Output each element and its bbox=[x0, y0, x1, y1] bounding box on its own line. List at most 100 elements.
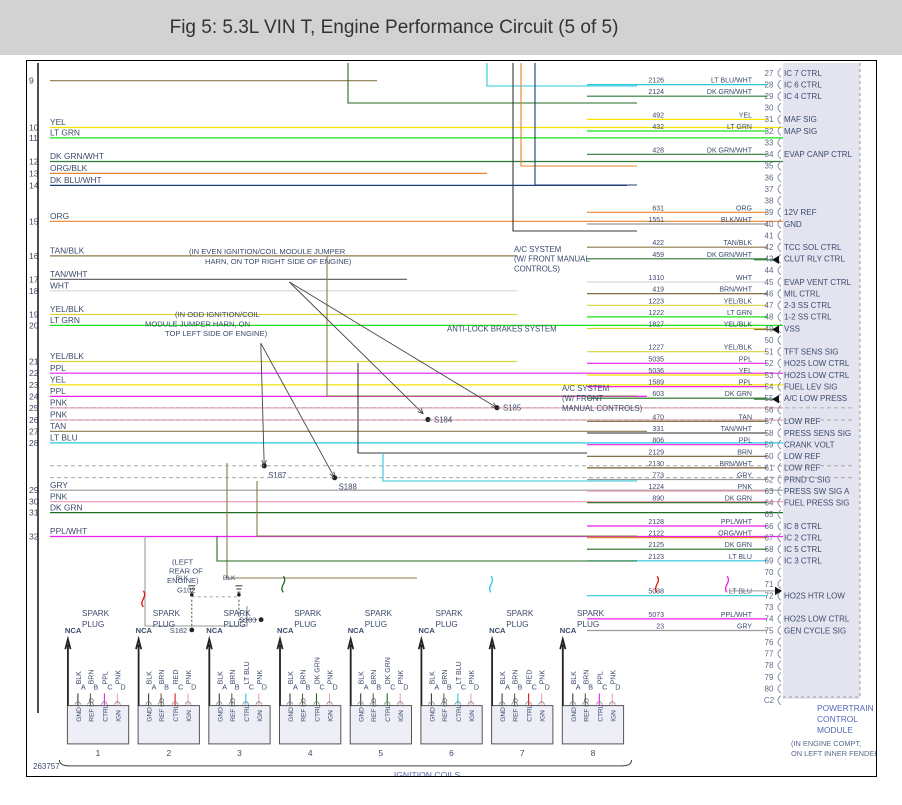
svg-text:YEL: YEL bbox=[739, 368, 752, 375]
svg-text:76: 76 bbox=[765, 638, 774, 647]
svg-text:80: 80 bbox=[765, 684, 774, 693]
svg-text:LOW REF: LOW REF bbox=[784, 452, 821, 461]
svg-text:PLUG: PLUG bbox=[153, 620, 175, 629]
svg-text:4: 4 bbox=[308, 748, 313, 758]
svg-text:TAN/BLK: TAN/BLK bbox=[723, 240, 752, 247]
svg-text:432: 432 bbox=[652, 124, 664, 131]
svg-text:59: 59 bbox=[765, 441, 774, 450]
svg-text:30: 30 bbox=[765, 104, 774, 113]
svg-text:1224: 1224 bbox=[648, 484, 664, 491]
svg-text:GND: GND bbox=[429, 707, 436, 722]
svg-text:RED: RED bbox=[173, 670, 180, 685]
svg-text:78: 78 bbox=[765, 661, 774, 670]
svg-text:2129: 2129 bbox=[648, 449, 664, 456]
svg-text:YEL/BLK: YEL/BLK bbox=[724, 345, 753, 352]
svg-text:BLK: BLK bbox=[500, 671, 507, 685]
svg-text:40: 40 bbox=[765, 220, 774, 229]
svg-text:HARN, ON TOP RIGHT SIDE OF ENG: HARN, ON TOP RIGHT SIDE OF ENGINE) bbox=[205, 257, 352, 266]
svg-text:CTRL: CTRL bbox=[527, 704, 534, 722]
svg-text:BRN: BRN bbox=[442, 670, 449, 685]
svg-text:NCA: NCA bbox=[348, 626, 365, 635]
svg-text:(LEFT: (LEFT bbox=[172, 557, 193, 566]
svg-text:55: 55 bbox=[765, 394, 774, 403]
svg-text:6: 6 bbox=[449, 748, 454, 758]
svg-text:GRY: GRY bbox=[50, 480, 68, 490]
svg-text:5: 5 bbox=[378, 748, 383, 758]
svg-text:5035: 5035 bbox=[648, 356, 664, 363]
svg-text:MIL CTRL: MIL CTRL bbox=[784, 290, 821, 299]
svg-text:773: 773 bbox=[652, 473, 664, 480]
svg-text:38: 38 bbox=[765, 197, 774, 206]
svg-text:DK GRN: DK GRN bbox=[315, 657, 322, 684]
svg-text:TFT SENS SIG: TFT SENS SIG bbox=[784, 348, 839, 357]
svg-text:LT BLU: LT BLU bbox=[456, 661, 463, 684]
svg-text:PPL: PPL bbox=[739, 438, 752, 445]
svg-text:SPARK: SPARK bbox=[224, 609, 252, 618]
svg-text:47: 47 bbox=[765, 301, 774, 310]
svg-text:CTRL: CTRL bbox=[315, 704, 322, 722]
svg-text:PNK: PNK bbox=[50, 398, 68, 408]
svg-text:NCA: NCA bbox=[277, 626, 294, 635]
svg-text:5036: 5036 bbox=[648, 368, 664, 375]
svg-text:1-2 SS CTRL: 1-2 SS CTRL bbox=[784, 313, 832, 322]
svg-text:PLUG: PLUG bbox=[365, 620, 387, 629]
svg-text:DK GRN: DK GRN bbox=[725, 542, 752, 549]
svg-text:PNK: PNK bbox=[398, 670, 405, 685]
svg-text:GND: GND bbox=[288, 707, 295, 722]
svg-text:WHT: WHT bbox=[50, 281, 69, 291]
svg-text:35: 35 bbox=[765, 162, 774, 171]
svg-text:57: 57 bbox=[765, 417, 774, 426]
svg-text:BLK: BLK bbox=[359, 671, 366, 685]
svg-text:BRN: BRN bbox=[371, 670, 378, 685]
svg-text:LOW REF: LOW REF bbox=[784, 464, 821, 473]
svg-text:42: 42 bbox=[765, 243, 774, 252]
svg-text:LT GRN: LT GRN bbox=[727, 124, 752, 131]
svg-text:BLK: BLK bbox=[429, 671, 436, 685]
svg-text:(IN ENGINE COMPT,: (IN ENGINE COMPT, bbox=[791, 739, 861, 748]
svg-text:VSS: VSS bbox=[784, 324, 800, 333]
svg-text:IGNITION COILS: IGNITION COILS bbox=[394, 770, 461, 777]
svg-text:PNK: PNK bbox=[115, 670, 122, 685]
svg-text:9: 9 bbox=[29, 76, 34, 86]
svg-text:BRN/WHT: BRN/WHT bbox=[719, 287, 752, 294]
svg-text:IGN: IGN bbox=[398, 710, 405, 722]
svg-text:ORG: ORG bbox=[736, 205, 752, 212]
svg-text:PNK: PNK bbox=[610, 670, 617, 685]
svg-text:68: 68 bbox=[765, 545, 774, 554]
svg-text:PRND C SIG: PRND C SIG bbox=[784, 475, 831, 484]
svg-text:YEL: YEL bbox=[50, 375, 66, 385]
svg-text:IC 5 CTRL: IC 5 CTRL bbox=[784, 545, 822, 554]
svg-text:53: 53 bbox=[765, 371, 774, 380]
svg-text:LT GRN: LT GRN bbox=[727, 310, 752, 317]
svg-text:32: 32 bbox=[765, 127, 774, 136]
svg-text:YEL: YEL bbox=[739, 112, 752, 119]
svg-text:SPARK: SPARK bbox=[436, 609, 464, 618]
svg-text:BRN: BRN bbox=[583, 670, 590, 685]
svg-text:BRN: BRN bbox=[159, 670, 166, 685]
svg-text:PPL/WHT: PPL/WHT bbox=[721, 519, 753, 526]
svg-text:60: 60 bbox=[765, 452, 774, 461]
svg-text:BLK: BLK bbox=[288, 671, 295, 685]
svg-text:1223: 1223 bbox=[648, 298, 664, 305]
svg-text:NCA: NCA bbox=[65, 626, 82, 635]
svg-text:IC 7 CTRL: IC 7 CTRL bbox=[784, 69, 822, 78]
svg-text:DK GRN/WHT: DK GRN/WHT bbox=[707, 89, 753, 96]
svg-text:GND: GND bbox=[500, 707, 507, 722]
svg-text:56: 56 bbox=[765, 406, 774, 415]
svg-text:806: 806 bbox=[652, 438, 664, 445]
svg-text:45: 45 bbox=[765, 278, 774, 287]
svg-text:2125: 2125 bbox=[648, 542, 664, 549]
svg-text:2123: 2123 bbox=[648, 554, 664, 561]
svg-text:ORG/WHT: ORG/WHT bbox=[718, 531, 753, 538]
svg-text:BLK: BLK bbox=[217, 671, 224, 685]
svg-text:BRN: BRN bbox=[88, 670, 95, 685]
svg-text:65: 65 bbox=[765, 510, 774, 519]
svg-text:12V REF: 12V REF bbox=[784, 208, 817, 217]
svg-text:419: 419 bbox=[652, 287, 664, 294]
svg-text:2126: 2126 bbox=[648, 78, 664, 85]
svg-text:DK GRN: DK GRN bbox=[725, 391, 752, 398]
svg-text:PNK: PNK bbox=[50, 410, 68, 420]
svg-text:ANTI-LOCK BRAKES SYSTEM: ANTI-LOCK BRAKES SYSTEM bbox=[447, 324, 557, 333]
svg-text:23: 23 bbox=[656, 624, 664, 631]
svg-text:YEL/BLK: YEL/BLK bbox=[724, 322, 753, 329]
